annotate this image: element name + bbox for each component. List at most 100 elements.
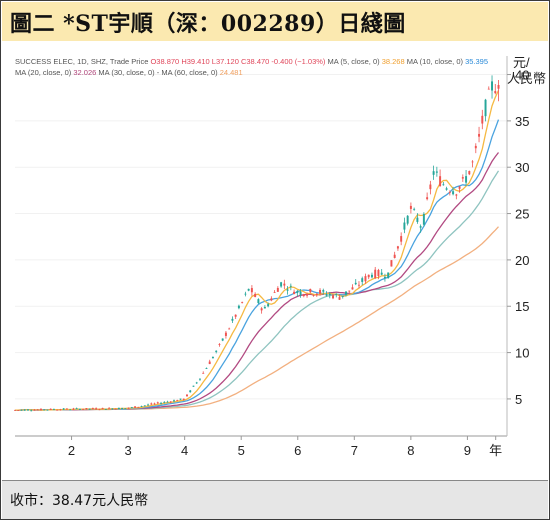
legend-item: O38.870 — [148, 57, 179, 66]
legend-item: H39.410 — [179, 57, 209, 66]
candle-body — [85, 408, 88, 410]
candle-body — [208, 361, 211, 365]
candle-body — [17, 409, 20, 411]
candle-body — [390, 260, 393, 267]
candle-body — [137, 406, 140, 408]
legend-item: MA (5, close, 0) — [325, 57, 380, 66]
legend-item: -0.400 (−1.03%) — [269, 57, 326, 66]
candle-body — [351, 287, 354, 290]
candle-body — [173, 400, 175, 402]
candle-body — [302, 294, 305, 297]
candle-body — [59, 409, 62, 411]
candle-body — [400, 236, 403, 242]
y-tick-label: 15 — [515, 299, 529, 314]
title-bar: 圖二 *ST宇順（深：002289）日綫圖 — [2, 2, 548, 41]
candle-body — [474, 145, 477, 149]
candle-body — [215, 350, 218, 352]
candle-body — [202, 372, 205, 374]
candle-body — [383, 276, 386, 278]
candle-body — [237, 305, 240, 309]
ma20-line — [15, 152, 500, 411]
y-axis-unit: 元/ — [513, 55, 530, 70]
chart-title: 圖二 *ST宇順（深：002289）日綫圖 — [10, 11, 406, 37]
candle-body — [452, 191, 455, 195]
candle-body — [224, 332, 227, 336]
legend-item: 32.026 — [71, 68, 96, 77]
x-tick-label: 8 — [407, 443, 414, 458]
candle-body — [182, 398, 185, 400]
y-tick-label: 40 — [515, 68, 529, 83]
candle-body — [91, 408, 94, 409]
y-tick-label: 5 — [515, 392, 522, 407]
candle-body — [409, 205, 412, 209]
candle-body — [143, 405, 146, 407]
candle-body — [293, 291, 296, 295]
candle-body — [195, 382, 198, 384]
candle-body — [52, 409, 55, 411]
y-tick-label: 30 — [515, 160, 529, 175]
candle-body — [432, 171, 435, 175]
candle-body — [455, 194, 458, 196]
candle-body — [458, 186, 461, 189]
candle-body — [111, 408, 114, 410]
candle-body — [354, 282, 357, 285]
grid — [15, 74, 507, 400]
ma10-line — [15, 119, 500, 411]
candle-body — [345, 291, 347, 295]
candle-body — [241, 302, 244, 303]
legend-item: - — [155, 68, 160, 77]
candle-body — [69, 409, 72, 411]
candle-body — [260, 308, 263, 311]
candle-body — [461, 177, 464, 179]
x-axis-ticks: 2 3 4 5 6 7 8 9 年 — [68, 436, 502, 458]
candle-body — [95, 408, 98, 410]
candle-body — [244, 293, 247, 295]
candle-body — [445, 188, 448, 190]
candle-body — [299, 291, 302, 296]
candle-body — [487, 88, 490, 90]
candle-body — [273, 291, 276, 293]
candle-body — [205, 368, 208, 369]
candle-body — [234, 314, 237, 317]
y-tick-label: 25 — [515, 207, 529, 222]
ma60-line — [15, 226, 499, 411]
x-tick-label: 9 — [464, 443, 471, 458]
candle-body — [380, 272, 383, 275]
candle-body — [156, 402, 159, 404]
candle-body — [228, 328, 231, 330]
candle-body — [78, 408, 81, 410]
candle-body — [160, 402, 163, 404]
x-tick-label: 6 — [294, 443, 301, 458]
candle-body — [335, 293, 338, 295]
candle-body — [192, 385, 195, 387]
candle-body — [30, 410, 33, 412]
legend-item: MA (60, close, 0) — [159, 68, 218, 77]
candle-body — [370, 274, 373, 278]
footer-bar: 收市：38.47元人民幣 — [2, 480, 548, 519]
candle-body — [46, 409, 49, 411]
candle-body — [254, 293, 257, 298]
legend-item: 24.481 — [218, 68, 243, 77]
candle-body — [494, 91, 497, 94]
candle-body — [439, 176, 442, 187]
legend-item: 35.395 — [463, 57, 488, 66]
candle-body — [98, 409, 101, 411]
x-tick-label: 4 — [181, 443, 188, 458]
x-tick-label: 7 — [351, 443, 358, 458]
x-tick-label: 5 — [238, 443, 245, 458]
candle-body — [43, 409, 46, 411]
candle-body — [442, 184, 445, 186]
candle-body — [296, 291, 299, 294]
candle-body — [319, 289, 322, 294]
candle-body — [497, 85, 500, 89]
candle-body — [108, 407, 111, 409]
candle-body — [426, 197, 429, 200]
candle-body — [186, 394, 188, 397]
candle-body — [104, 409, 107, 410]
y-tick-label: 35 — [515, 114, 529, 129]
candle-body — [263, 307, 266, 309]
candle-body — [114, 408, 117, 410]
candle-body — [332, 295, 335, 299]
candle-body — [39, 408, 42, 411]
